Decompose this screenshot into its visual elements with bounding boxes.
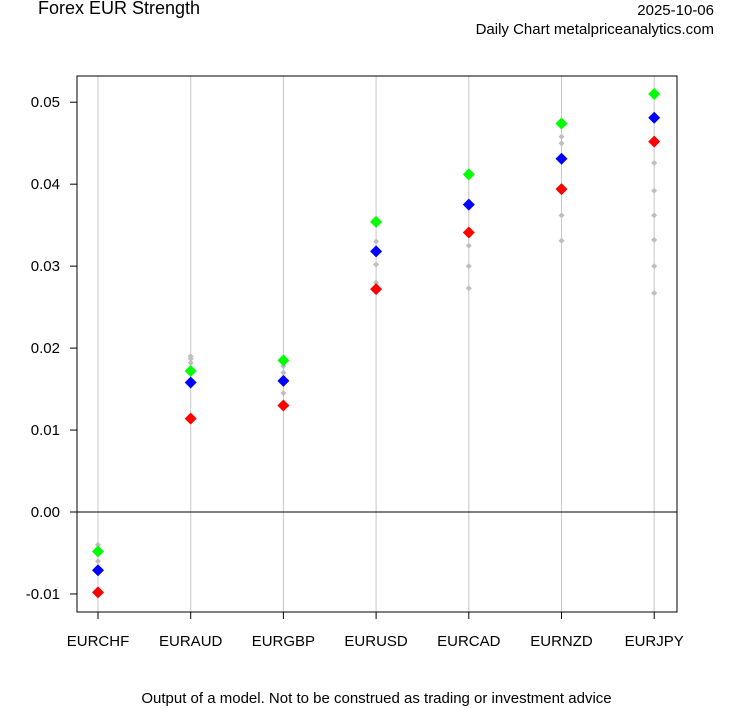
series-points	[92, 88, 661, 599]
point-blue-eurgbp	[277, 374, 290, 387]
x-tick-label-eurnzd: EURNZD	[530, 633, 593, 650]
point-green-eurcad	[462, 168, 475, 181]
point-red-eurcad	[462, 226, 475, 239]
history-point	[373, 279, 380, 286]
history-point	[651, 212, 658, 219]
history-point	[465, 242, 472, 249]
x-tick-label-eurjpy: EURJPY	[625, 633, 684, 650]
history-point	[558, 140, 565, 147]
plot-frame	[76, 75, 678, 613]
history-point	[558, 133, 565, 140]
history-point	[187, 359, 194, 366]
history-point	[373, 261, 380, 268]
history-point	[651, 159, 658, 166]
point-blue-eurcad	[462, 198, 475, 211]
point-green-eurjpy	[648, 88, 661, 101]
history-point	[187, 355, 194, 362]
x-tick-label-eurgbp: EURGBP	[252, 633, 315, 650]
point-red-eurnzd	[555, 183, 568, 196]
history-point	[651, 236, 658, 243]
history-point	[95, 558, 101, 565]
y-tick-label: 0.03	[31, 258, 60, 275]
point-green-eurusd	[370, 215, 383, 228]
y-tick-label: 0.05	[31, 94, 60, 111]
point-red-eurusd	[370, 283, 383, 296]
point-red-eurgbp	[277, 399, 290, 412]
y-tick-label: -0.01	[26, 586, 60, 603]
point-red-eurchf	[92, 586, 104, 599]
point-green-eurchf	[92, 545, 104, 558]
history-point	[373, 238, 380, 245]
category-gridlines	[97, 76, 655, 612]
history-point	[558, 212, 565, 219]
history-point	[651, 290, 658, 297]
y-tick-label: 0.00	[31, 504, 60, 521]
history-point	[280, 390, 287, 397]
axes: -0.01 0.00 0.01 0.02 0.03 0.04 0.05 EURCHF EURAU…	[26, 94, 684, 650]
chart-subtitle: Daily Chart metalpriceanalytics.com	[475, 21, 714, 38]
point-blue-eurnzd	[555, 152, 568, 165]
point-red-eurjpy	[648, 135, 661, 148]
point-green-euraud	[184, 365, 197, 378]
point-blue-euraud	[184, 376, 197, 389]
y-tick-label: 0.01	[31, 422, 60, 439]
y-tick-label: 0.02	[31, 340, 60, 357]
point-green-eurnzd	[555, 117, 568, 130]
history-points	[95, 133, 658, 565]
history-point	[465, 285, 472, 292]
point-blue-eurjpy	[648, 111, 661, 124]
x-tick-label-euraud: EURAUD	[159, 633, 223, 650]
history-point	[95, 541, 101, 548]
y-tick-label: 0.04	[31, 176, 60, 193]
x-tick-label-eurusd: EURUSD	[344, 633, 408, 650]
x-tick-label-eurchf: EURCHF	[67, 633, 130, 650]
x-tick-label-eurcad: EURCAD	[437, 633, 501, 650]
point-green-eurgbp	[277, 354, 290, 367]
point-blue-eurchf	[92, 564, 104, 577]
point-blue-eurusd	[370, 245, 383, 258]
chart-title: Forex EUR Strength	[38, 0, 201, 18]
history-point	[651, 263, 658, 270]
history-point	[280, 369, 287, 376]
history-point	[465, 263, 472, 270]
point-red-euraud	[184, 412, 197, 425]
disclaimer: Output of a model. Not to be construed a…	[141, 690, 612, 707]
history-point	[558, 237, 565, 244]
history-point	[651, 187, 658, 194]
chart-date: 2025-10-06	[637, 2, 714, 19]
